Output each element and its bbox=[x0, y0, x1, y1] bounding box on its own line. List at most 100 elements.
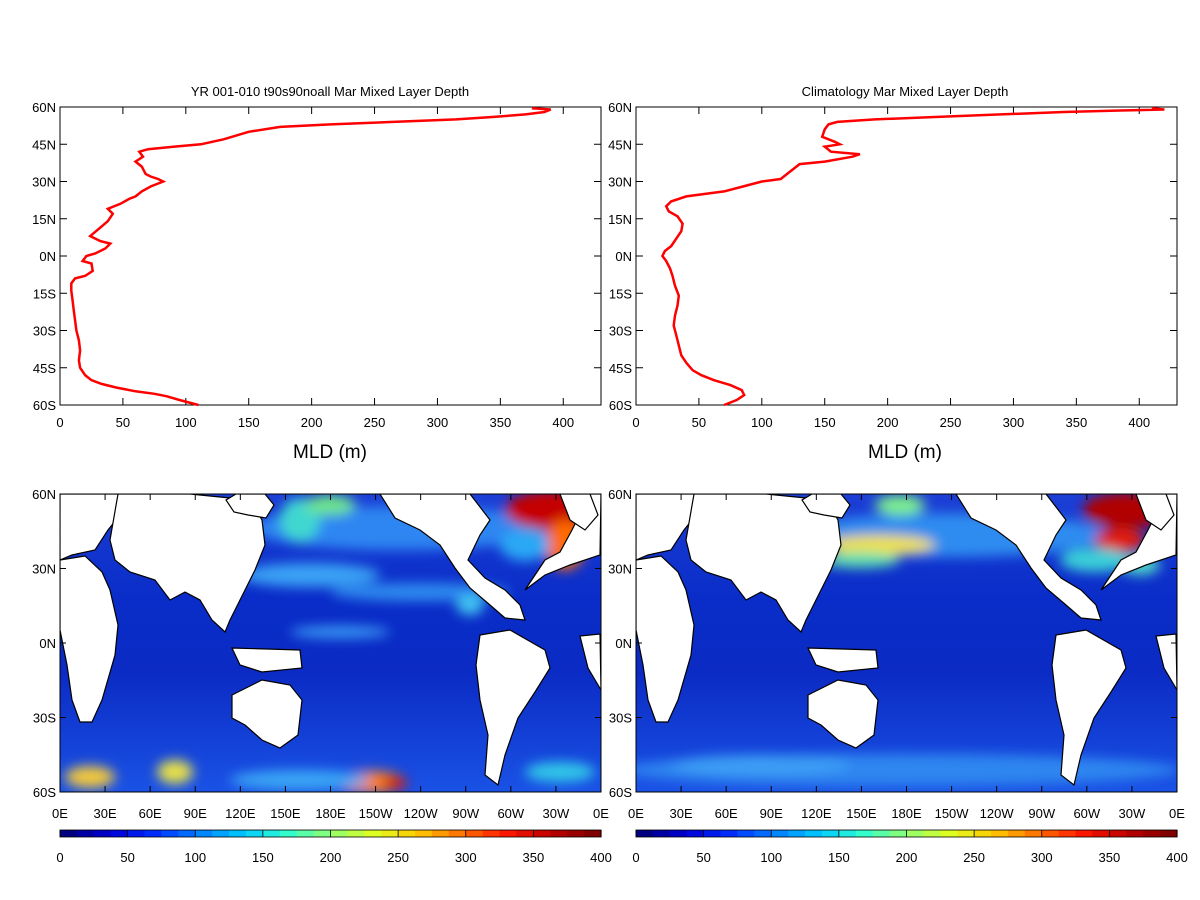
x-tick-label: 50 bbox=[116, 415, 130, 430]
x-tick-label: 90E bbox=[184, 806, 207, 821]
x-tick-label: 0E bbox=[628, 806, 644, 821]
colorbar-segment bbox=[1109, 830, 1127, 837]
y-tick-label: 0N bbox=[615, 636, 632, 651]
colorbar-segment bbox=[178, 830, 196, 837]
colorbar-segment bbox=[381, 830, 399, 837]
colorbar-tick-label: 400 bbox=[590, 850, 612, 865]
colorbar-segment bbox=[686, 830, 705, 837]
colorbar: 0 50 100 150 200 250 300 350 400 bbox=[632, 829, 1188, 865]
colorbar-segment bbox=[872, 830, 891, 837]
y-tick-label: 30N bbox=[608, 562, 632, 577]
colorbar-segment bbox=[127, 830, 146, 837]
colorbar-tick-label: 300 bbox=[455, 850, 477, 865]
colorbar-segment bbox=[465, 830, 484, 837]
y-tick-label: 0N bbox=[39, 636, 56, 651]
x-tick-label: 120E bbox=[801, 806, 832, 821]
colorbar-segment bbox=[516, 830, 534, 837]
y-tick-label: 30N bbox=[32, 562, 56, 577]
colorbar-segment bbox=[330, 830, 349, 837]
x-tick-label: 200 bbox=[877, 415, 899, 430]
x-tick-label: 150E bbox=[846, 806, 877, 821]
colorbar-segment bbox=[347, 830, 365, 837]
colorbar-segment bbox=[636, 830, 654, 837]
colorbar-tick-label: 100 bbox=[184, 850, 206, 865]
chart-title: Climatology Mar Mixed Layer Depth bbox=[802, 84, 1009, 99]
colorbar-segment bbox=[499, 830, 518, 837]
x-tick-label: 250 bbox=[940, 415, 962, 430]
y-tick-label: 60S bbox=[609, 398, 632, 413]
x-tick-label: 30W bbox=[1119, 806, 1146, 821]
x-tick-label: 60E bbox=[139, 806, 162, 821]
colorbar-segment bbox=[669, 830, 688, 837]
x-tick-label: 400 bbox=[1128, 415, 1150, 430]
colorbar-segment bbox=[1092, 830, 1110, 837]
colorbar-segment bbox=[805, 830, 823, 837]
colorbar-tick-label: 150 bbox=[828, 850, 850, 865]
colorbar-tick-label: 50 bbox=[696, 850, 710, 865]
colorbar-tick-label: 350 bbox=[523, 850, 545, 865]
colorbar-segment bbox=[313, 830, 332, 837]
colorbar-segment bbox=[567, 830, 585, 837]
colorbar-segment bbox=[1024, 830, 1043, 837]
x-tick-label: 350 bbox=[489, 415, 511, 430]
colorbar-segment bbox=[161, 830, 179, 837]
colorbar-segment bbox=[195, 830, 213, 837]
colorbar-segment bbox=[940, 830, 958, 837]
x-tick-label: 60E bbox=[715, 806, 738, 821]
y-tick-label: 60S bbox=[33, 785, 56, 800]
x-tick-label: 0 bbox=[632, 415, 639, 430]
colorbar-segment bbox=[398, 830, 416, 837]
y-tick-label: 30S bbox=[609, 324, 632, 339]
x-axis-label: MLD (m) bbox=[868, 442, 942, 463]
colorbar-segment bbox=[212, 830, 230, 837]
x-tick-label: 200 bbox=[301, 415, 323, 430]
x-tick-label: 30E bbox=[670, 806, 693, 821]
colorbar-tick-label: 300 bbox=[1031, 850, 1053, 865]
colorbar-segment bbox=[889, 830, 908, 837]
colorbar-segment bbox=[448, 830, 467, 837]
x-tick-label: 100 bbox=[751, 415, 773, 430]
colorbar-segment bbox=[906, 830, 925, 837]
colorbar-segment bbox=[60, 830, 78, 837]
colorbar-segment bbox=[737, 830, 755, 837]
colorbar-segment bbox=[279, 830, 298, 837]
colorbar-segment bbox=[838, 830, 857, 837]
y-tick-label: 60S bbox=[33, 398, 56, 413]
y-tick-label: 60S bbox=[609, 785, 632, 800]
colorbar-segment bbox=[364, 830, 382, 837]
x-tick-label: 180E bbox=[315, 806, 346, 821]
x-tick-label: 90W bbox=[1028, 806, 1055, 821]
y-tick-label: 30S bbox=[609, 711, 632, 726]
y-tick-label: 15S bbox=[609, 286, 632, 301]
colorbar-segment bbox=[957, 830, 975, 837]
x-tick-label: 300 bbox=[427, 415, 449, 430]
colorbar-tick-label: 250 bbox=[963, 850, 985, 865]
colorbar-segment bbox=[821, 830, 840, 837]
colorbar-segment bbox=[110, 830, 129, 837]
colorbar-segment bbox=[93, 830, 112, 837]
y-tick-label: 30S bbox=[33, 711, 56, 726]
colorbar-segment bbox=[533, 830, 551, 837]
x-tick-label: 400 bbox=[552, 415, 574, 430]
map-field bbox=[60, 494, 601, 792]
x-tick-label: 150W bbox=[359, 806, 394, 821]
x-tick-label: 0E bbox=[52, 806, 68, 821]
y-tick-label: 60N bbox=[608, 487, 632, 502]
y-tick-label: 15S bbox=[33, 286, 56, 301]
colorbar-segment bbox=[754, 830, 772, 837]
x-tick-label: 30E bbox=[94, 806, 117, 821]
x-tick-label: 0E bbox=[593, 806, 609, 821]
x-tick-label: 90W bbox=[452, 806, 479, 821]
x-tick-label: 180E bbox=[891, 806, 922, 821]
x-tick-label: 350 bbox=[1065, 415, 1087, 430]
y-tick-label: 45N bbox=[32, 137, 56, 152]
y-tick-label: 15N bbox=[608, 212, 632, 227]
line-chart-right: Climatology Mar Mixed Layer Depth 0 50 100… bbox=[608, 84, 1178, 463]
x-tick-label: 300 bbox=[1003, 415, 1025, 430]
y-tick-label: 60N bbox=[32, 100, 56, 115]
colorbar-segment bbox=[1058, 830, 1077, 837]
colorbar-segment bbox=[855, 830, 874, 837]
y-tick-label: 45S bbox=[33, 361, 56, 376]
series-line bbox=[660, 106, 1165, 407]
